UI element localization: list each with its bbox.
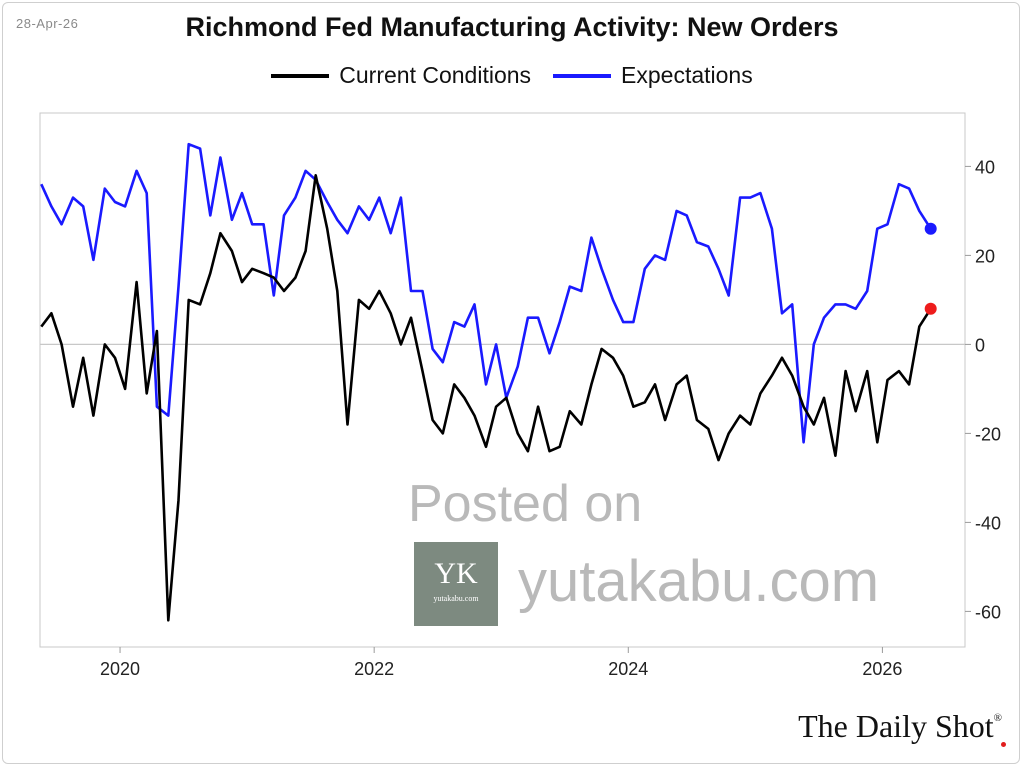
y-tick-label: 0 [975, 335, 985, 355]
plot-area-border [39, 112, 966, 648]
x-tick-label: 2024 [608, 659, 648, 679]
date-label: 28-Apr-26 [16, 16, 79, 31]
chart-title: Richmond Fed Manufacturing Activity: New… [185, 12, 839, 42]
y-tick-label: 40 [975, 157, 995, 177]
watermark-logo-site: yutakabu.com [433, 594, 479, 603]
x-tick-label: 2026 [862, 659, 902, 679]
legend-item-current: Current Conditions [271, 62, 531, 89]
legend-label-expectations: Expectations [621, 62, 753, 88]
brand-mark: ® [993, 712, 1002, 724]
y-tick-label: -40 [975, 513, 1001, 533]
legend-swatch-expectations [553, 73, 612, 78]
legend-item-expectations: Expectations [553, 62, 753, 89]
current-conditions-end-dot [924, 302, 937, 315]
watermark-logo: YK yutakabu.com [414, 542, 498, 626]
watermark-posted-text: Posted on [408, 475, 643, 533]
x-tick-label: 2022 [354, 659, 394, 679]
legend-swatch-current [271, 73, 330, 78]
current-conditions-line [40, 174, 932, 622]
expectations-line [40, 142, 932, 444]
x-tick-label: 2020 [100, 659, 140, 679]
brand-logo: The Daily Shot® [798, 708, 1002, 745]
y-tick-label: 20 [975, 246, 995, 266]
expectations-end-dot [924, 222, 937, 235]
brand-name: The Daily Shot [798, 708, 994, 744]
chart-legend: Current Conditions Expectations [0, 62, 1024, 89]
watermark-site-text: yutakabu.com [518, 549, 880, 614]
y-tick-label: -20 [975, 424, 1001, 444]
y-tick-label: -60 [975, 602, 1001, 622]
watermark-logo-letters: YK [434, 557, 478, 590]
brand-dot [1001, 742, 1006, 747]
legend-label-current: Current Conditions [339, 62, 532, 88]
